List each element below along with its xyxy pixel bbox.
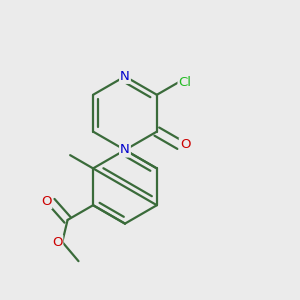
- Text: O: O: [180, 138, 190, 151]
- Text: Cl: Cl: [178, 76, 191, 89]
- Text: O: O: [52, 236, 62, 248]
- Text: N: N: [120, 143, 130, 157]
- Text: N: N: [120, 70, 130, 83]
- Text: O: O: [41, 195, 51, 208]
